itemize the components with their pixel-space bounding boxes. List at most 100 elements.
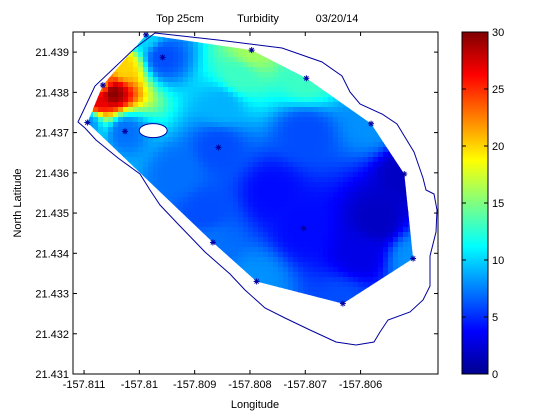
heat-cell xyxy=(333,152,339,158)
heat-cell xyxy=(208,67,214,73)
heat-cell xyxy=(293,177,299,183)
heat-cell xyxy=(293,77,299,83)
heat-cell xyxy=(328,232,334,238)
heat-cell xyxy=(343,107,349,113)
heat-cell xyxy=(213,92,219,98)
heat-cell xyxy=(403,207,409,213)
heat-cell xyxy=(308,182,314,188)
heat-cell xyxy=(203,42,209,48)
heat-cell xyxy=(368,142,374,148)
heat-cell xyxy=(363,257,369,263)
heat-cell xyxy=(113,107,119,113)
heat-cell xyxy=(233,77,239,83)
heat-cell xyxy=(378,147,384,153)
heat-cell xyxy=(168,62,174,68)
heat-cell xyxy=(123,62,129,68)
heat-cell xyxy=(158,152,164,158)
heat-cell xyxy=(283,137,289,143)
heat-cell xyxy=(163,117,169,123)
heat-cell xyxy=(318,112,324,118)
heat-cell xyxy=(318,267,324,273)
heat-cell xyxy=(343,142,349,148)
heat-cell xyxy=(308,272,314,278)
heat-cell xyxy=(313,132,319,138)
heat-cell xyxy=(403,242,409,248)
heat-cell xyxy=(268,92,274,98)
heat-cell xyxy=(248,152,254,158)
heat-cell xyxy=(373,267,379,273)
heat-cell xyxy=(278,267,284,273)
heat-cell xyxy=(193,147,199,153)
heat-cell xyxy=(278,192,284,198)
heat-cell xyxy=(318,222,324,228)
heat-cell xyxy=(238,122,244,128)
heat-cell xyxy=(333,272,339,278)
heat-cell xyxy=(188,102,194,108)
heat-cell xyxy=(223,52,229,58)
heat-cell xyxy=(133,127,139,133)
heat-cell xyxy=(328,292,334,298)
heat-cell xyxy=(273,107,279,113)
heat-cell xyxy=(368,252,374,258)
heat-cell xyxy=(168,172,174,178)
heat-cell xyxy=(253,92,259,98)
heat-cell xyxy=(138,97,144,103)
heat-cell xyxy=(318,167,324,173)
heat-cell xyxy=(228,227,234,233)
heat-cell xyxy=(193,212,199,218)
heat-cell xyxy=(233,127,239,133)
heat-cell xyxy=(323,222,329,228)
heat-cell xyxy=(298,177,304,183)
heat-cell xyxy=(278,217,284,223)
heat-cell xyxy=(383,267,389,273)
heat-cell xyxy=(378,197,384,203)
heat-cell xyxy=(228,202,234,208)
heat-cell xyxy=(328,257,334,263)
heat-cell xyxy=(268,147,274,153)
heat-cell xyxy=(178,172,184,178)
heat-cell xyxy=(323,132,329,138)
heat-cell xyxy=(143,167,149,173)
heat-cell xyxy=(263,192,269,198)
heat-cell xyxy=(283,262,289,268)
heat-cell xyxy=(283,107,289,113)
heat-cell xyxy=(378,207,384,213)
heat-cell xyxy=(373,162,379,168)
heat-cell xyxy=(283,252,289,258)
heat-cell xyxy=(263,142,269,148)
heat-cell xyxy=(238,212,244,218)
heat-cell xyxy=(213,77,219,83)
heat-cell xyxy=(228,147,234,153)
heat-cell xyxy=(148,42,154,48)
heat-cell xyxy=(148,102,154,108)
heat-cell xyxy=(173,57,179,63)
heat-cell xyxy=(178,162,184,168)
heat-cell xyxy=(163,37,169,43)
heat-cell xyxy=(363,192,369,198)
heat-cell xyxy=(328,177,334,183)
heat-cell xyxy=(248,272,254,278)
heat-cell xyxy=(143,57,149,63)
heat-cell xyxy=(248,232,254,238)
heat-cell xyxy=(153,167,159,173)
heat-cell xyxy=(173,127,179,133)
heat-cell xyxy=(168,162,174,168)
heat-cell xyxy=(243,167,249,173)
heat-cell xyxy=(403,222,409,228)
heat-cell xyxy=(208,157,214,163)
heat-cell xyxy=(403,232,409,238)
heat-cell xyxy=(108,137,114,143)
heat-cell xyxy=(163,147,169,153)
heat-cell xyxy=(253,227,259,233)
heat-cell xyxy=(148,62,154,68)
heat-cell xyxy=(128,97,134,103)
heat-cell xyxy=(193,157,199,163)
heat-cell xyxy=(253,97,259,103)
heat-cell xyxy=(213,177,219,183)
heat-cell xyxy=(148,82,154,88)
heat-cell xyxy=(228,52,234,58)
heat-cell xyxy=(293,92,299,98)
heat-cell xyxy=(288,172,294,178)
heat-cell xyxy=(293,192,299,198)
heat-cell xyxy=(148,177,154,183)
